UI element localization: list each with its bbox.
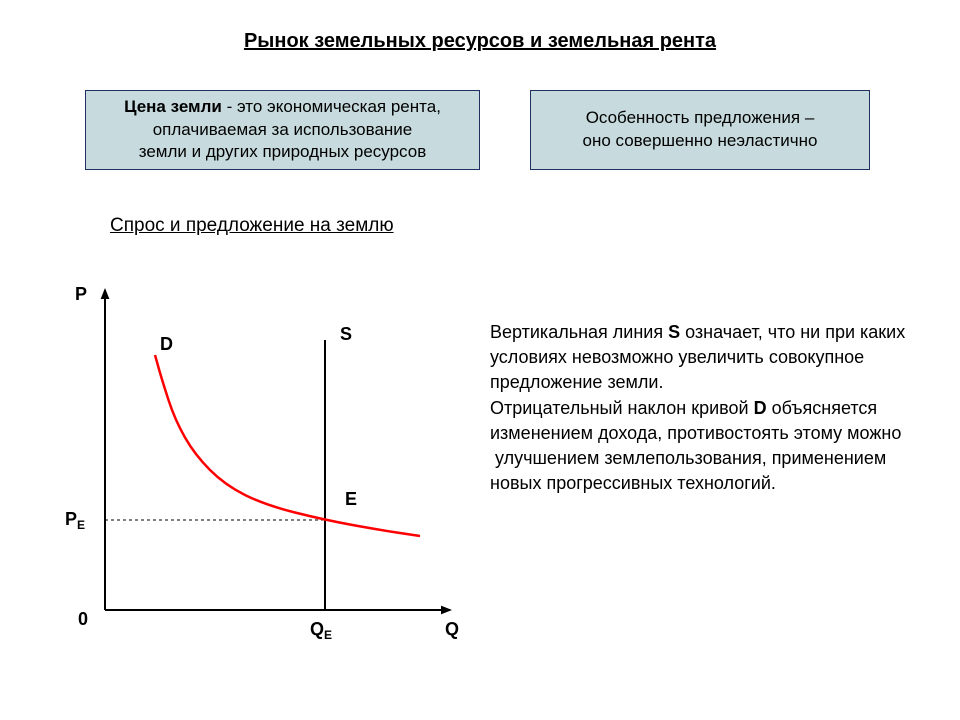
supply-demand-chart: 0 P D S E PE QE Q [50,280,460,640]
page-title: Рынок земельных ресурсов и земельная рен… [0,30,960,53]
definition-box-left: Цена земли - это экономическая рента,опл… [85,90,480,170]
label-pe: PE [65,509,85,532]
label-qe: QE [310,619,332,640]
label-e: E [345,489,357,509]
x-axis-arrow [441,606,452,615]
label-s: S [340,324,352,344]
chart-description: Вертикальная линия S означает, что ни пр… [490,320,910,496]
definition-text-right: Особенность предложения –оно совершенно … [583,107,818,153]
definition-text-left: Цена земли - это экономическая рента,опл… [124,96,441,165]
y-axis-arrow [101,288,110,299]
chart-subtitle: Спрос и предложение на землю [110,215,394,237]
demand-curve [155,355,420,536]
label-d: D [160,334,173,354]
label-0: 0 [78,609,88,629]
label-p: P [75,284,87,304]
label-q: Q [445,619,459,639]
definition-box-right: Особенность предложения –оно совершенно … [530,90,870,170]
